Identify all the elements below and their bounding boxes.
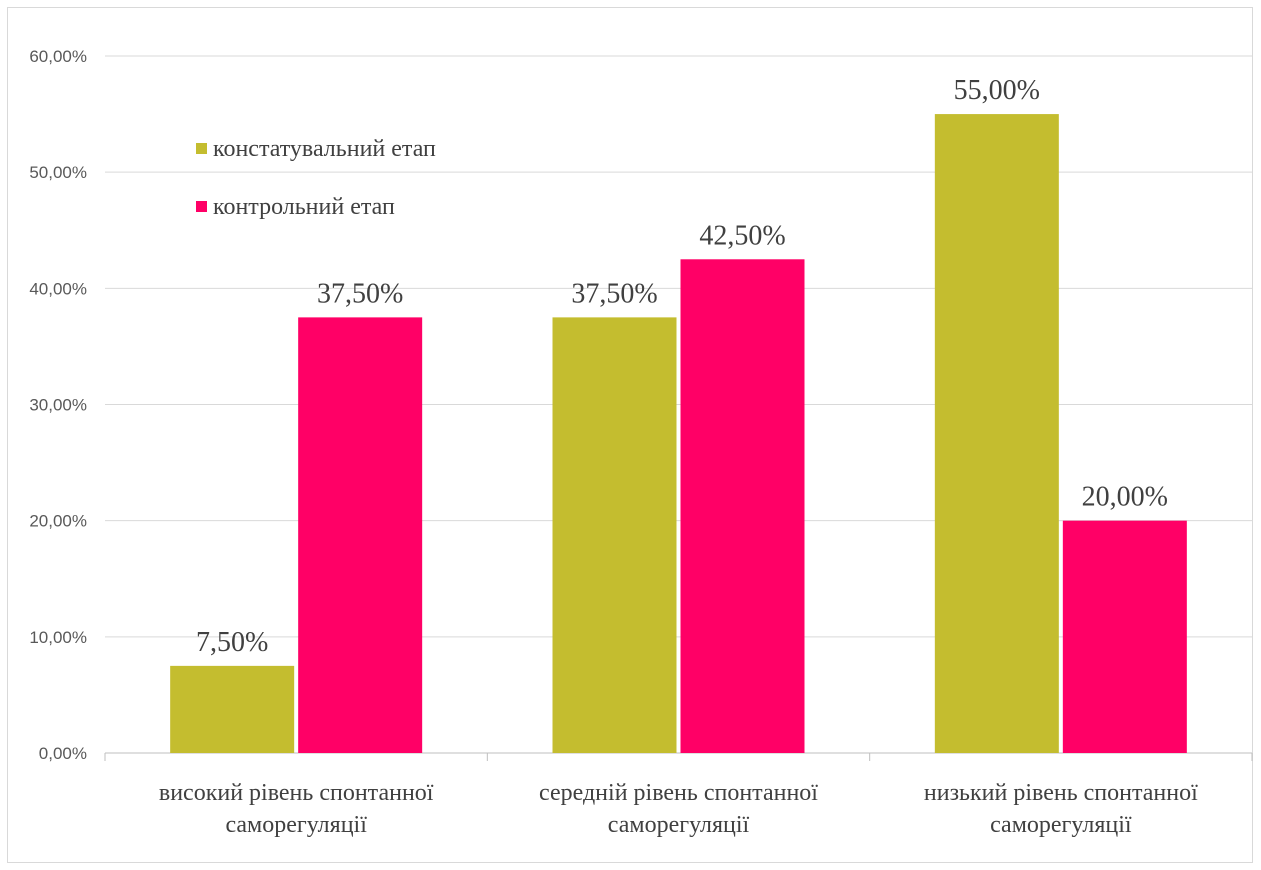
legend-label: контрольний етап [213,194,395,220]
x-category-label: високий рівень спонтанної [159,780,434,806]
data-label: 42,50% [699,220,785,251]
bar [934,114,1059,754]
y-tick-label: 50,00% [29,163,87,182]
data-label: 37,50% [571,278,657,309]
data-label: 20,00% [1082,482,1168,513]
legend-label: констатувальний етап [213,136,436,162]
x-category-label: саморегуляції [608,812,750,838]
bar [680,259,805,753]
x-category-label: низький рівень спонтанної [924,780,1198,806]
data-label: 37,50% [317,278,403,309]
x-category-label: саморегуляції [990,812,1132,838]
y-tick-label: 40,00% [29,279,87,298]
y-tick-label: 10,00% [29,628,87,647]
x-category-label: саморегуляції [225,812,367,838]
data-label: 55,00% [954,75,1040,106]
y-tick-label: 30,00% [29,396,87,415]
bar [552,317,677,753]
legend-swatch [196,201,207,212]
y-tick-label: 0,00% [39,744,87,763]
bar [298,317,423,753]
bar [170,665,295,753]
bar [1062,520,1187,753]
x-category-label: середній рівень спонтанної [539,780,818,806]
y-tick-label: 60,00% [29,47,87,66]
y-tick-label: 20,00% [29,512,87,531]
legend-swatch [196,143,207,154]
data-label: 7,50% [196,627,268,658]
